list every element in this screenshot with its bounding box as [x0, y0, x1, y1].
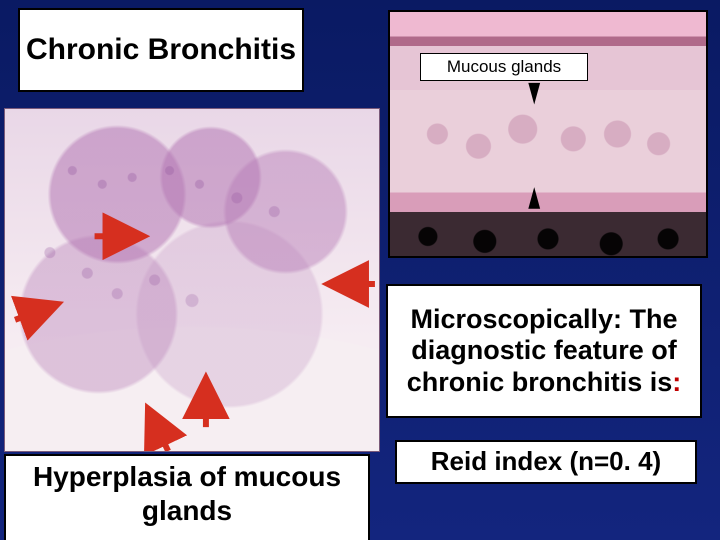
mucous-glands-text: Mucous glands	[447, 57, 561, 77]
right-histology-image	[388, 10, 708, 258]
left-histology-image	[4, 108, 380, 452]
title-box: Chronic Bronchitis	[18, 8, 304, 92]
title-text: Chronic Bronchitis	[26, 33, 296, 68]
slide: Chronic Bronchitis Mucous glands	[0, 0, 720, 540]
mucous-glands-label: Mucous glands	[420, 53, 588, 81]
hyperplasia-box: Hyperplasia of mucous glands	[4, 454, 370, 540]
accent-colon: :	[672, 367, 681, 397]
hyperplasia-text: Hyperplasia of mucous glands	[4, 460, 370, 527]
red-arrows-overlay	[5, 109, 379, 451]
microscopic-text-body: Microscopically: The diagnostic feature …	[407, 304, 678, 396]
microscopic-text: Microscopically: The diagnostic feature …	[388, 304, 700, 397]
reid-index-box: Reid index (n=0. 4)	[395, 440, 697, 484]
black-arrows-overlay	[390, 12, 706, 256]
microscopic-box: Microscopically: The diagnostic feature …	[386, 284, 702, 418]
reid-index-text: Reid index (n=0. 4)	[431, 447, 661, 477]
